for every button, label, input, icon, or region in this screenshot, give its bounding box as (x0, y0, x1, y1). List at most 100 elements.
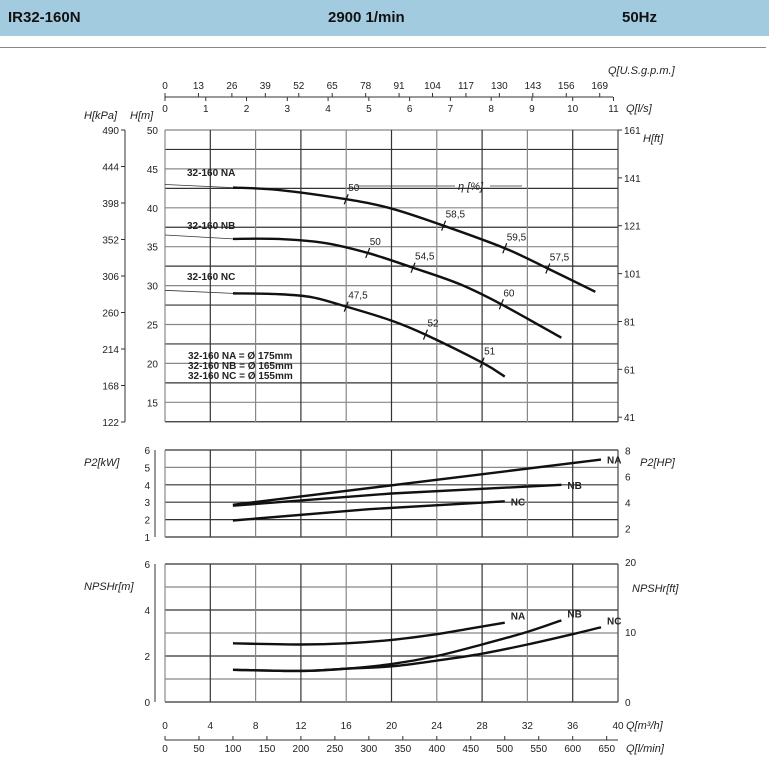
ft-tick-label: 101 (624, 270, 641, 281)
ls-tick-label: 6 (407, 104, 413, 115)
power-curve-label: NA (607, 456, 621, 467)
ft-tick-label: 161 (624, 126, 641, 137)
npsh-m-tick-label: 0 (144, 698, 150, 709)
gpm-tick-label: 156 (558, 81, 575, 92)
efficiency-label: 50 (370, 237, 382, 248)
npsh-ft-tick-label: 0 (625, 698, 631, 709)
npsh-curve-label: NB (567, 609, 581, 620)
lmin-tick-label: 300 (361, 744, 378, 755)
efficiency-label: 47,5 (348, 291, 368, 302)
m3h-tick-label: 16 (341, 721, 353, 732)
m-tick-label: 25 (147, 321, 159, 332)
frequency: 50Hz (622, 9, 658, 26)
kw-tick-label: 6 (144, 446, 150, 457)
gpm-tick-label: 13 (193, 81, 205, 92)
power-curve-label: NB (567, 481, 581, 492)
m-tick-label: 15 (147, 398, 159, 409)
ft-tick-label: 61 (624, 365, 636, 376)
gpm-tick-label: 78 (360, 81, 372, 92)
npsh-curve-label: NA (511, 612, 525, 623)
impeller-diameter-label: 32-160 NC = Ø 155mm (188, 371, 293, 382)
npsh-ft-tick-label: 10 (625, 628, 637, 639)
efficiency-mark (343, 194, 349, 205)
gpm-tick-label: 39 (260, 81, 272, 92)
m-tick-label: 50 (147, 126, 159, 137)
efficiency-mark (422, 329, 429, 340)
ls-axis-label: Q[l/s] (626, 103, 653, 115)
ls-tick-label: 5 (366, 104, 372, 115)
m3h-tick-label: 32 (522, 721, 534, 732)
ft-axis-label: H[ft] (643, 133, 664, 145)
ls-tick-label: 1 (203, 104, 209, 115)
ls-tick-label: 3 (285, 104, 291, 115)
efficiency-mark (545, 263, 551, 274)
model-name: IR32-160N (8, 9, 81, 26)
kw-tick-label: 2 (144, 516, 150, 527)
npsh-m-tick-label: 4 (144, 606, 150, 617)
efficiency-mark (479, 357, 485, 368)
kpa-tick-label: 490 (102, 126, 119, 137)
curve-label: 32-160 NA (187, 168, 235, 179)
efficiency-label: 54,5 (415, 252, 435, 263)
lmin-tick-label: 400 (428, 744, 445, 755)
gpm-tick-label: 104 (424, 81, 441, 92)
efficiency-label: 60 (503, 288, 515, 299)
m3h-tick-label: 40 (612, 721, 624, 732)
npsh-m-tick-label: 6 (144, 560, 150, 571)
npsh-m-tick-label: 2 (144, 652, 150, 663)
m3h-tick-label: 36 (567, 721, 579, 732)
kpa-tick-label: 122 (102, 418, 119, 429)
efficiency-label: 51 (484, 347, 496, 358)
lmin-tick-label: 150 (259, 744, 276, 755)
header-divider (0, 47, 766, 48)
kw-tick-label: 1 (144, 533, 150, 544)
m-tick-label: 35 (147, 243, 159, 254)
ft-tick-label: 141 (624, 174, 641, 185)
kw-tick-label: 4 (144, 481, 150, 492)
efficiency-label: 59,5 (507, 232, 527, 243)
m3h-axis-label: Q[m³/h] (626, 720, 664, 732)
power-curve-nb (232, 483, 562, 507)
head-curve-extension (164, 289, 233, 294)
efficiency-mark (498, 299, 504, 310)
kpa-tick-label: 214 (102, 345, 119, 356)
lmin-tick-label: 250 (327, 744, 344, 755)
hp-tick-label: 8 (625, 447, 631, 458)
power-curve-na (232, 458, 602, 506)
efficiency-mark (410, 262, 416, 273)
gpm-tick-label: 117 (458, 81, 474, 92)
npsh-ft-tick-label: 20 (625, 558, 637, 569)
kpa-tick-label: 398 (102, 199, 119, 210)
npsh-m-axis-label: NPSHr[m] (84, 581, 134, 593)
m3h-tick-label: 28 (477, 721, 489, 732)
ls-tick-label: 0 (162, 104, 168, 115)
hp-tick-label: 2 (625, 524, 631, 535)
npsh-ft-axis-label: NPSHr[ft] (632, 583, 679, 595)
kpa-tick-label: 444 (102, 163, 119, 174)
gpm-axis-label: Q[U.S.g.p.m.] (608, 65, 676, 77)
kw-tick-label: 5 (144, 463, 150, 474)
ls-tick-label: 8 (488, 104, 494, 115)
gpm-tick-label: 91 (394, 81, 406, 92)
m3h-tick-label: 12 (295, 721, 307, 732)
kpa-tick-label: 306 (102, 272, 119, 283)
lmin-tick-label: 0 (162, 744, 168, 755)
ft-tick-label: 121 (624, 222, 641, 233)
speed: 2900 1/min (328, 9, 405, 26)
power-curve-nc (232, 500, 505, 522)
curve-label: 32-160 NC (187, 272, 235, 283)
m3h-tick-label: 0 (162, 721, 168, 732)
ls-tick-label: 2 (244, 104, 250, 115)
m-tick-label: 45 (147, 165, 159, 176)
m-tick-label: 40 (147, 204, 159, 215)
gpm-tick-label: 169 (591, 81, 608, 92)
lmin-tick-label: 50 (193, 744, 205, 755)
npsh-curve-nc (232, 626, 602, 673)
ls-tick-label: 10 (567, 104, 579, 115)
ls-tick-label: 7 (448, 104, 454, 115)
efficiency-label: 57,5 (550, 252, 570, 263)
lmin-tick-label: 350 (394, 744, 411, 755)
ft-tick-label: 41 (624, 413, 636, 424)
gpm-tick-label: 52 (293, 81, 305, 92)
npsh-curve-nb (232, 619, 562, 673)
